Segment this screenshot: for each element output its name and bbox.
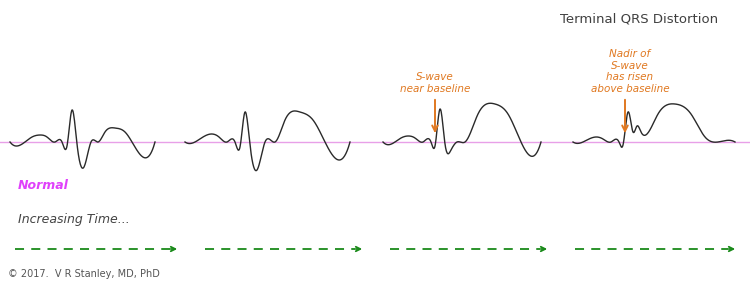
Text: Terminal QRS Distortion: Terminal QRS Distortion [560,12,718,25]
Text: Nadir of
S-wave
has risen
above baseline: Nadir of S-wave has risen above baseline [591,49,669,94]
Text: © 2017.  V R Stanley, MD, PhD: © 2017. V R Stanley, MD, PhD [8,269,160,279]
Text: S-wave
near baseline: S-wave near baseline [400,72,470,94]
Text: Normal: Normal [18,179,69,192]
Text: Increasing Time...: Increasing Time... [18,214,130,226]
